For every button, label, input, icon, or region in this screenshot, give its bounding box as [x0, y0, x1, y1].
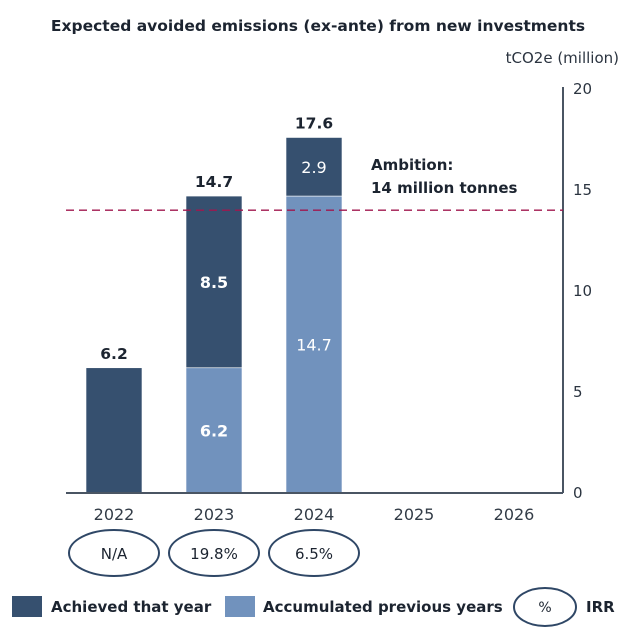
irr-ellipse-icon	[68, 529, 160, 577]
y-tick-label: 0	[573, 484, 583, 502]
legend-swatch-accumulated	[225, 596, 255, 617]
irr-ellipse-icon	[268, 529, 360, 577]
irr-value: N/A	[101, 545, 128, 563]
bars-group: 6.2 6.2 8.5 14.7 14.7 2.9 17.6	[85, 114, 343, 494]
legend-irr-symbol: %	[538, 600, 551, 616]
irr-ellipses: N/A 19.8% 6.5%	[68, 529, 360, 577]
bar-total-label: 17.6	[295, 114, 333, 132]
chart-title: Expected avoided emissions (ex-ante) fro…	[51, 17, 585, 35]
axes-group: 0 5 10 15 20	[66, 80, 592, 502]
x-tick-labels: 2022 2023 2024 2025 2026	[94, 505, 535, 524]
y-tick-label: 15	[573, 181, 592, 199]
bar-segment-label: 8.5	[200, 273, 228, 292]
legend-label-achieved: Achieved that year	[51, 598, 212, 616]
y-tick-label: 10	[573, 282, 592, 300]
irr-value: 19.8%	[190, 545, 238, 563]
bar-segment-2024-achieved	[285, 137, 343, 197]
x-tick-label: 2022	[94, 505, 135, 524]
reference-line-group: Ambition: 14 million tonnes	[66, 156, 563, 211]
x-tick-label: 2025	[394, 505, 435, 524]
legend-swatch-achieved	[12, 596, 42, 617]
bar-segment-label: 6.2	[200, 421, 228, 440]
y-tick-label: 20	[573, 80, 592, 98]
irr-ellipse-icon	[168, 529, 260, 577]
x-tick-label: 2023	[194, 505, 235, 524]
bar-segment-label: 2.9	[301, 158, 326, 177]
x-tick-label: 2024	[294, 505, 335, 524]
legend: Achieved that year Accumulated previous …	[12, 587, 615, 627]
bar-segment-2022-achieved	[85, 367, 143, 494]
bar-segment-2023-accumulated	[185, 367, 243, 494]
ambition-label-line2: 14 million tonnes	[371, 179, 518, 197]
y-axis-label: tCO2e (million)	[506, 49, 619, 67]
legend-label-irr: IRR	[586, 598, 615, 616]
bar-segment-2023-achieved	[185, 195, 243, 369]
irr-value: 6.5%	[295, 545, 333, 563]
bar-segment-label: 14.7	[296, 336, 332, 355]
bar-total-label: 6.2	[100, 345, 127, 363]
bar-total-label: 14.7	[195, 173, 233, 191]
x-tick-label: 2026	[494, 505, 535, 524]
y-tick-label: 5	[573, 383, 583, 401]
legend-label-accumulated: Accumulated previous years	[263, 598, 503, 616]
legend-irr-ellipse-icon	[513, 587, 577, 627]
ambition-label-line1: Ambition:	[371, 156, 453, 174]
